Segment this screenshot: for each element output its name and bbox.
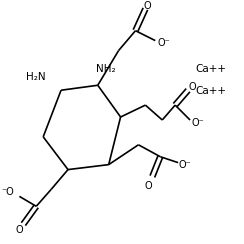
Text: H₂N: H₂N	[26, 72, 46, 82]
Text: O⁻: O⁻	[158, 38, 171, 48]
Text: O: O	[16, 225, 23, 235]
Text: O⁻: O⁻	[179, 160, 192, 170]
Text: Ca++: Ca++	[195, 64, 226, 74]
Text: NH₂: NH₂	[96, 64, 115, 74]
Text: O: O	[143, 1, 151, 11]
Text: Ca++: Ca++	[195, 86, 226, 96]
Text: ⁻O: ⁻O	[1, 187, 14, 197]
Text: O: O	[144, 182, 152, 192]
Text: O⁻: O⁻	[192, 118, 204, 128]
Text: O: O	[188, 82, 196, 92]
